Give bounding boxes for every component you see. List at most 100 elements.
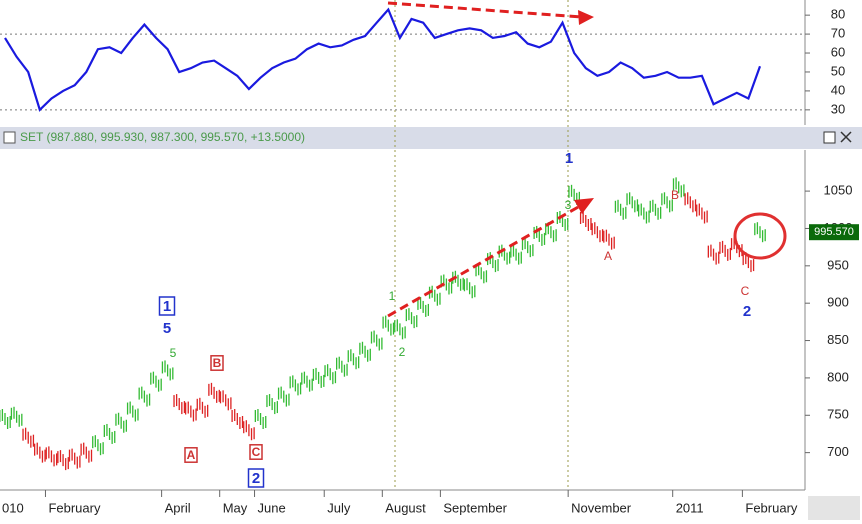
close-button[interactable] bbox=[840, 131, 852, 143]
y-tick-label: 70 bbox=[831, 26, 845, 41]
y-tick-label: 700 bbox=[827, 444, 849, 459]
arrow-head bbox=[578, 10, 594, 25]
annotation-box bbox=[249, 444, 263, 460]
x-tick-label: November bbox=[571, 500, 632, 515]
wave-label: 5 bbox=[170, 346, 177, 360]
panel-header bbox=[0, 127, 862, 149]
price-bar bbox=[359, 341, 371, 362]
price-bar bbox=[289, 375, 302, 396]
y-tick-label: 950 bbox=[827, 257, 849, 272]
price-bar bbox=[254, 409, 267, 430]
price-bar bbox=[45, 446, 58, 467]
price-bar bbox=[33, 442, 46, 463]
price-bar bbox=[614, 199, 627, 220]
price-bar bbox=[579, 210, 592, 231]
price-bar bbox=[463, 278, 476, 299]
price-bar bbox=[626, 192, 639, 213]
price-bar bbox=[324, 364, 337, 385]
price-bar bbox=[301, 371, 313, 392]
price-bar bbox=[126, 401, 139, 422]
wave-label: A bbox=[187, 448, 196, 462]
x-tick-label: 2011 bbox=[676, 500, 704, 515]
y-tick-label: 80 bbox=[831, 7, 845, 22]
price-bar bbox=[637, 203, 650, 224]
price-bar bbox=[196, 397, 209, 418]
highlight-circle bbox=[733, 212, 787, 260]
price-bar bbox=[277, 386, 290, 407]
price-bar bbox=[684, 192, 697, 213]
wave-label: 5 bbox=[163, 320, 171, 337]
wave-label: 3 bbox=[565, 198, 572, 212]
price-bar bbox=[10, 406, 23, 427]
price-bar bbox=[92, 435, 104, 456]
price-bar bbox=[510, 244, 522, 265]
last-value-label: 995.570 bbox=[814, 226, 854, 238]
price-bar bbox=[347, 349, 360, 370]
wave-label: B bbox=[671, 188, 679, 202]
price-bar bbox=[150, 371, 162, 392]
last-value-box bbox=[809, 224, 859, 241]
price-bar bbox=[603, 229, 615, 250]
price-bar bbox=[672, 177, 685, 198]
x-tick-label: April bbox=[165, 500, 191, 515]
price-bar bbox=[68, 448, 81, 469]
x-tick-label: 010 bbox=[2, 500, 24, 515]
indicator-line bbox=[4, 7, 762, 112]
wave-label: 2 bbox=[399, 345, 406, 359]
trend-arrow bbox=[387, 1, 583, 19]
wave-label: A bbox=[604, 249, 612, 263]
price-bar bbox=[719, 240, 732, 261]
x-tick-label: July bbox=[327, 500, 351, 515]
price-bar bbox=[103, 423, 116, 444]
wave-label: C bbox=[252, 445, 261, 459]
price-bar bbox=[649, 199, 662, 220]
trend-arrow bbox=[387, 204, 581, 318]
wave-label: 2 bbox=[743, 303, 751, 320]
price-bar bbox=[0, 409, 11, 430]
price-bar bbox=[591, 222, 604, 243]
x-tick-label: February bbox=[745, 500, 798, 515]
annotation-box bbox=[247, 468, 265, 488]
annotation-box bbox=[184, 447, 198, 463]
arrow-head bbox=[574, 198, 594, 214]
price-bar bbox=[184, 401, 197, 422]
y-tick-label: 900 bbox=[827, 295, 849, 310]
y-tick-label: 1050 bbox=[824, 183, 853, 198]
wave-label: B bbox=[213, 356, 222, 370]
wave-label: 2 bbox=[252, 470, 260, 487]
price-bar bbox=[57, 450, 69, 471]
wave-label: 1 bbox=[565, 150, 573, 167]
x-tick-label: May bbox=[223, 500, 248, 515]
price-bar bbox=[138, 386, 151, 407]
price-bar bbox=[208, 382, 220, 403]
price-bar bbox=[173, 394, 186, 415]
panel-title: SET (987.880, 995.930, 987.300, 995.570,… bbox=[20, 130, 305, 144]
x-tick-label: February bbox=[48, 500, 101, 515]
maximize-button[interactable] bbox=[823, 131, 836, 144]
y-tick-label: 50 bbox=[831, 63, 845, 78]
panel-icon bbox=[3, 131, 16, 144]
annotation-box bbox=[158, 296, 176, 316]
price-bar bbox=[661, 192, 673, 213]
x-tick-label: September bbox=[443, 500, 507, 515]
x-tick-label: June bbox=[258, 500, 286, 515]
price-bar bbox=[382, 315, 395, 336]
price-bar bbox=[394, 319, 406, 340]
price-bar bbox=[335, 356, 348, 377]
price-bar bbox=[219, 390, 232, 411]
price-bar bbox=[231, 409, 244, 430]
y-tick-label: 750 bbox=[827, 407, 849, 422]
price-bar bbox=[533, 225, 546, 246]
y-tick-label: 60 bbox=[831, 44, 845, 59]
x-tick-label: August bbox=[385, 500, 426, 515]
wave-label: 1 bbox=[389, 289, 396, 303]
y-tick-label: 30 bbox=[831, 101, 845, 116]
price-bar bbox=[22, 427, 35, 448]
price-bar bbox=[161, 360, 174, 381]
price-bar bbox=[80, 442, 93, 463]
wave-label: C bbox=[741, 284, 750, 298]
price-bar bbox=[370, 330, 383, 351]
price-bar bbox=[696, 203, 708, 224]
price-bar bbox=[115, 412, 128, 433]
